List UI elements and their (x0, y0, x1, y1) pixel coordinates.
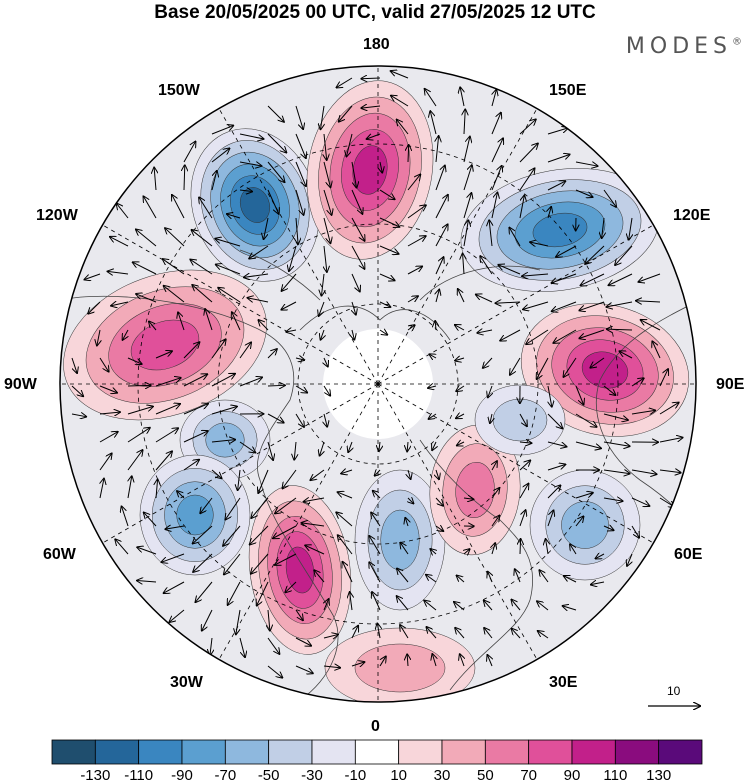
lon-label-30w: 30W (170, 674, 203, 692)
anomaly-positive-12 (325, 628, 475, 708)
anomaly-negative-6 (140, 455, 250, 575)
colorbar-swatch (355, 740, 398, 764)
colorbar-tick: -30 (301, 767, 323, 784)
lon-label-120e: 120E (673, 207, 710, 225)
anomaly-contour (206, 423, 245, 457)
colorbar-tick: -70 (214, 767, 236, 784)
colorbar-tick: -110 (124, 767, 153, 784)
wind-arrow (128, 385, 151, 386)
colorbar-tick: 130 (646, 767, 671, 784)
anomaly-negative-10 (530, 470, 640, 580)
colorbar-tick: -50 (258, 767, 280, 784)
lon-label-30e: 30E (549, 674, 577, 692)
colorbar-tick: -10 (344, 767, 366, 784)
anomaly-contour (355, 644, 445, 692)
colorbar-swatch (529, 740, 572, 764)
colorbar-swatch (659, 740, 702, 764)
colorbar-swatch (399, 740, 442, 764)
lon-label-120w: 120W (36, 207, 78, 225)
anomaly-contour (493, 399, 547, 441)
lon-label-90e: 90E (716, 376, 744, 394)
colorbar-tick: 30 (434, 767, 451, 784)
colorbar-swatch (139, 740, 182, 764)
colorbar-swatch (485, 740, 528, 764)
lon-label-0: 0 (371, 718, 380, 736)
wind-arrow (361, 78, 380, 79)
colorbar-tick: 10 (390, 767, 407, 784)
colorbar-swatch (182, 740, 225, 764)
colorbar-tick: -90 (171, 767, 193, 784)
colorbar-swatch (442, 740, 485, 764)
wind-arrow (520, 539, 521, 554)
colorbar-swatch (572, 740, 615, 764)
anomaly-contour (177, 495, 214, 535)
colorbar-tick: 50 (477, 767, 494, 784)
lon-label-60e: 60E (674, 546, 702, 564)
colorbar (52, 740, 702, 764)
colorbar-tick: 70 (520, 767, 537, 784)
wind-arrow (268, 385, 285, 386)
colorbar-swatch (95, 740, 138, 764)
colorbar-swatch (52, 740, 95, 764)
lon-label-150e: 150E (549, 82, 586, 100)
colorbar-swatch (269, 740, 312, 764)
reference-vector-label: 10 (667, 684, 680, 698)
colorbar-tick: -130 (80, 767, 110, 784)
anomaly-contour (381, 510, 420, 570)
lon-label-180: 180 (363, 36, 390, 54)
wind-arrow (408, 145, 409, 162)
lon-label-150w: 150W (158, 82, 200, 100)
colorbar-swatch (225, 740, 268, 764)
lon-label-90w: 90W (4, 376, 37, 394)
colorbar-swatch (615, 740, 658, 764)
colorbar-tick: 110 (603, 767, 627, 784)
colorbar-swatch (312, 740, 355, 764)
lon-label-60w: 60W (43, 546, 76, 564)
colorbar-tick: 90 (564, 767, 581, 784)
anomaly-contour (561, 501, 608, 548)
